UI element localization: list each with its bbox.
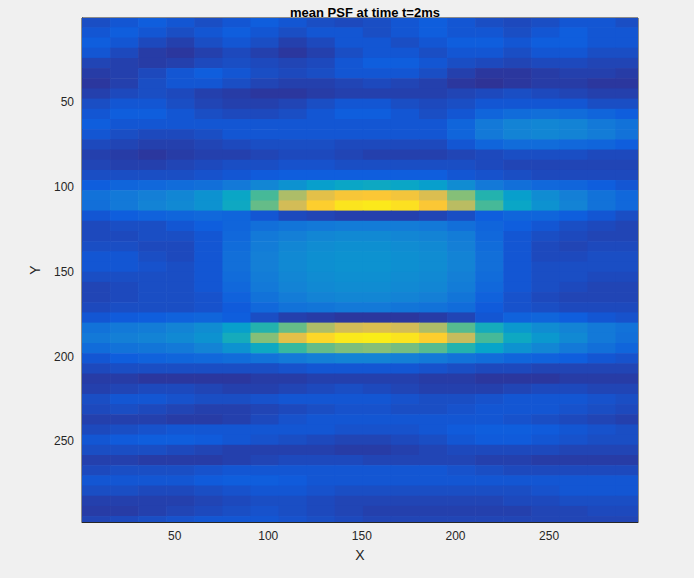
svg-text:Y: Y: [27, 265, 43, 275]
svg-text:50: 50: [61, 95, 75, 109]
svg-text:150: 150: [352, 529, 372, 543]
svg-text:150: 150: [54, 265, 74, 279]
svg-text:X: X: [355, 547, 365, 563]
svg-text:200: 200: [445, 529, 465, 543]
svg-text:200: 200: [54, 350, 74, 364]
svg-text:250: 250: [539, 529, 559, 543]
svg-text:100: 100: [258, 529, 278, 543]
svg-text:mean PSF at time t=2ms: mean PSF at time t=2ms: [290, 5, 440, 20]
svg-text:50: 50: [168, 529, 182, 543]
svg-text:100: 100: [54, 180, 74, 194]
svg-text:250: 250: [54, 434, 74, 448]
